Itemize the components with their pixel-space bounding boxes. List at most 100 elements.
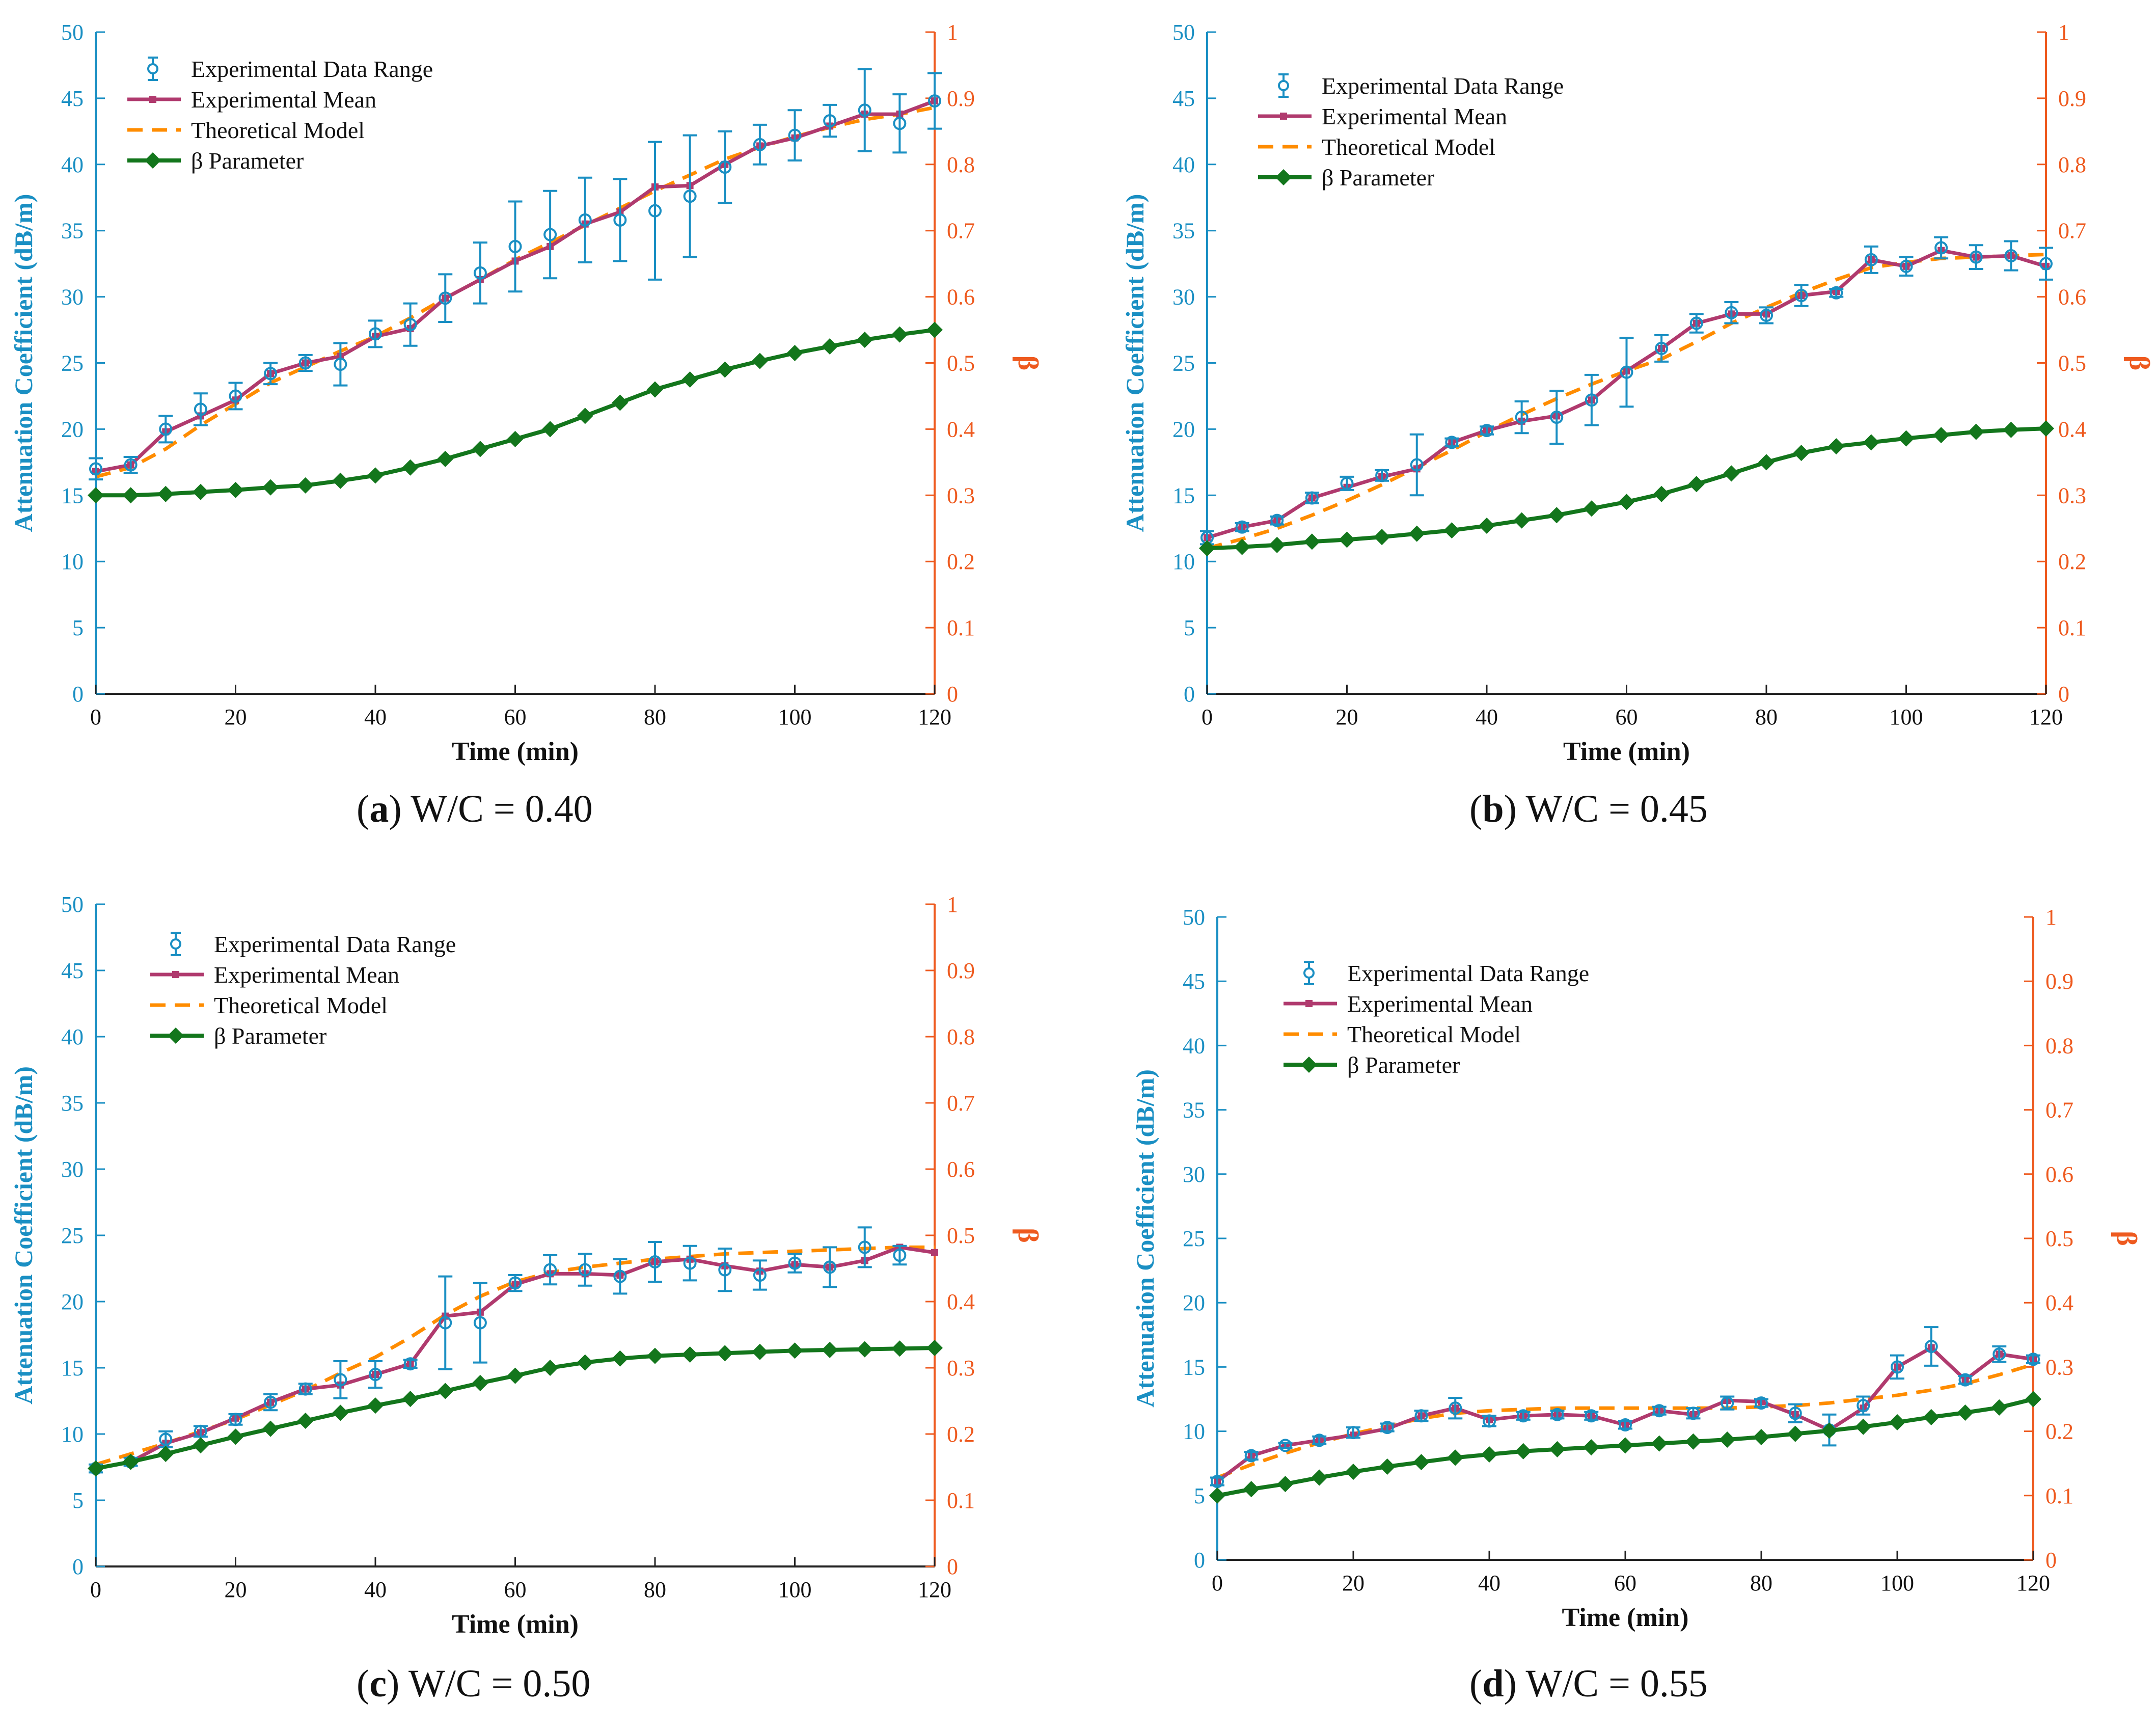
right-tick-label: 0.5 [947,1223,975,1248]
right-tick-label: 0.1 [2058,615,2086,640]
x-tick-label: 100 [1890,705,1923,729]
error-bar [1346,1426,1360,1440]
x-tick-label: 40 [364,1577,387,1602]
error-bar [1654,334,1669,363]
left-tick-label: 20 [61,1289,84,1314]
error-bar [1829,286,1844,300]
beta-point [681,371,698,388]
beta-point [786,345,803,362]
data-point [1993,1347,2006,1361]
right-tick-label: 0 [2058,682,2069,707]
data-point [543,228,557,241]
y2-axis-label: β [2111,1231,2142,1246]
error-bar [857,68,872,152]
data-point [1380,1421,1394,1435]
right-tick-label: 0.3 [947,1356,975,1381]
error-bar [1992,1345,2007,1363]
error-bar [1890,1354,1904,1380]
beta-point [1753,1428,1769,1445]
data-point [858,103,871,117]
data-point [788,1256,802,1270]
error-bar [1724,301,1739,325]
error-bar [648,1241,662,1283]
x-tick-label: 120 [918,705,951,729]
error-bar [263,362,278,386]
beta-point [157,1446,174,1462]
data-point [1211,1475,1224,1489]
left-tick-label: 30 [61,285,84,310]
beta-point [1413,1454,1430,1471]
error-bar [1584,373,1599,426]
legend-label: Experimental Mean [1347,991,1533,1017]
beta-point [717,1345,733,1362]
beta-point [786,1342,803,1359]
beta-point [1855,1418,1872,1435]
error-bar [1759,306,1773,325]
left-tick-label: 30 [1183,1162,1205,1187]
error-bar [927,72,942,130]
data-point [298,1382,312,1396]
right-tick-label: 0.8 [947,1024,975,1049]
beta-point [88,487,104,504]
x-tick-label: 0 [1212,1571,1223,1596]
beta-point [1443,522,1460,539]
right-tick-label: 0.5 [947,351,975,376]
left-tick-label: 5 [1194,1483,1205,1508]
data-point [439,1316,452,1330]
x-tick-label: 100 [778,705,812,729]
error-bar [158,415,173,444]
error-bar [298,354,313,372]
left-tick-label: 15 [1183,1355,1205,1380]
left-tick-label: 30 [1172,285,1195,310]
error-bar [1312,1434,1327,1447]
beta-line [95,1346,935,1471]
beta-point [1617,1437,1633,1454]
chart-panel-c: 0510152025303540455000.10.20.30.40.50.60… [9,892,1044,1639]
left-tick-label: 40 [1172,152,1195,177]
legend-label: Experimental Data Range [214,931,456,957]
x-tick-label: 100 [1880,1571,1914,1596]
caption-paren: ) [387,1662,408,1705]
x-axis-label: Time (min) [452,1610,579,1639]
caption-paren: ) [389,788,411,830]
error-bar [543,190,558,280]
beta-point [717,361,733,378]
error-bar [578,1253,592,1287]
chart-panel-a: 0510152025303540455000.10.20.30.40.50.60… [9,20,1044,766]
data-point [508,239,522,253]
data-point [2039,257,2053,271]
beta-point [1787,1425,1804,1442]
legend-errorbar-icon [1278,80,1289,91]
error-bar [543,1254,558,1286]
beta-point [262,1420,279,1437]
right-tick-label: 0.6 [2045,1162,2073,1187]
beta-point [1653,485,1670,502]
beta-point [751,353,768,369]
beta-point [926,1340,943,1356]
beta-point [1548,507,1565,524]
legend-label: Theoretical Model [191,117,365,143]
data-point [893,117,907,130]
right-tick-label: 0.5 [2058,351,2086,376]
x-tick-label: 40 [1476,705,1498,729]
data-point [718,160,732,174]
beta-point [1549,1441,1566,1457]
error-bar [1864,245,1878,274]
beta-point [157,485,174,502]
error-bar [1549,390,1564,445]
x-tick-label: 0 [1202,705,1213,729]
beta-point [262,479,279,496]
legend-label: Experimental Mean [214,962,399,988]
data-point [473,1316,487,1330]
beta-point [1688,476,1705,493]
error-bar [578,176,592,264]
panel-caption-d: (d) W/C = 0.55 [1469,1662,1708,1706]
left-tick-label: 25 [61,351,84,376]
right-tick-label: 1 [947,892,958,917]
beta-line [1207,426,2046,551]
data-point [683,190,697,203]
beta-point [891,1340,908,1357]
data-point [334,358,347,371]
beta-point [1957,1404,1974,1421]
error-bar [228,382,243,411]
